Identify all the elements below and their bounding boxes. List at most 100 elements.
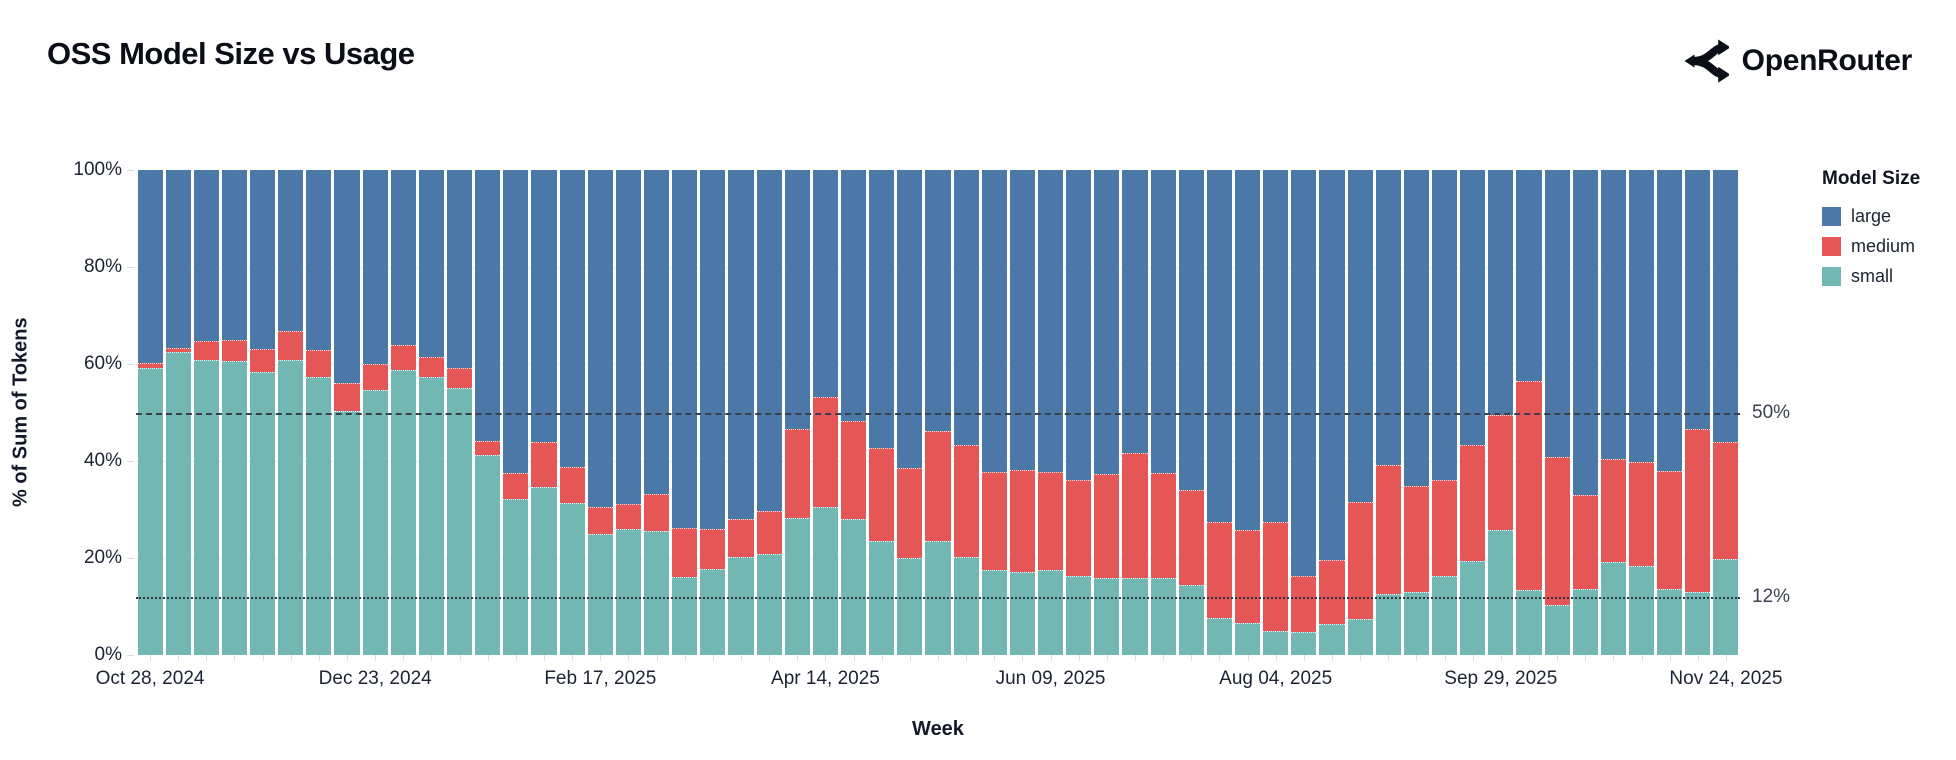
bar-segment-small[interactable]: [1234, 623, 1261, 655]
bar-week-2025-03-31[interactable]: [756, 170, 782, 655]
bar-week-2024-11-18[interactable]: [221, 170, 248, 655]
bar-segment-medium[interactable]: [165, 347, 191, 353]
bar-segment-small[interactable]: [1657, 588, 1683, 655]
bar-segment-large[interactable]: [1713, 170, 1739, 442]
bar-segment-small[interactable]: [1263, 631, 1289, 655]
bar-week-2025-08-25[interactable]: [1347, 170, 1373, 655]
bar-segment-small[interactable]: [390, 369, 416, 655]
bar-week-2025-10-06[interactable]: [1516, 170, 1542, 655]
bar-segment-medium[interactable]: [925, 430, 951, 541]
bar-segment-large[interactable]: [1206, 170, 1232, 523]
bar-segment-small[interactable]: [1572, 588, 1598, 655]
bar-week-2025-02-10[interactable]: [559, 170, 585, 655]
bar-segment-large[interactable]: [644, 170, 670, 494]
bar-segment-small[interactable]: [1347, 618, 1373, 655]
legend-item-medium[interactable]: medium: [1822, 236, 1952, 257]
bar-segment-large[interactable]: [897, 170, 923, 469]
bar-segment-small[interactable]: [1516, 590, 1542, 655]
bar-segment-medium[interactable]: [1685, 429, 1711, 593]
bar-segment-small[interactable]: [1600, 561, 1626, 655]
bar-segment-small[interactable]: [531, 487, 557, 655]
bar-segment-medium[interactable]: [193, 341, 219, 361]
bar-week-2025-07-21[interactable]: [1206, 170, 1232, 655]
bar-segment-small[interactable]: [1066, 576, 1092, 655]
bar-segment-small[interactable]: [475, 454, 501, 655]
bar-segment-medium[interactable]: [1122, 453, 1148, 578]
bar-segment-large[interactable]: [869, 170, 895, 449]
bar-segment-large[interactable]: [418, 170, 445, 358]
bar-segment-large[interactable]: [475, 170, 501, 442]
bar-segment-medium[interactable]: [1375, 464, 1401, 595]
bar-segment-medium[interactable]: [1319, 560, 1345, 625]
bar-segment-large[interactable]: [587, 170, 613, 508]
bar-segment-small[interactable]: [334, 411, 360, 655]
bar-segment-large[interactable]: [193, 170, 219, 342]
bar-segment-large[interactable]: [1516, 170, 1542, 381]
bar-segment-small[interactable]: [700, 568, 726, 655]
bar-segment-medium[interactable]: [1066, 479, 1092, 577]
bar-segment-small[interactable]: [137, 367, 163, 655]
bar-week-2025-10-20[interactable]: [1572, 170, 1598, 655]
bar-week-2025-01-06[interactable]: [418, 170, 445, 655]
bar-segment-large[interactable]: [503, 170, 529, 473]
bar-segment-small[interactable]: [953, 557, 979, 655]
bar-segment-large[interactable]: [1657, 170, 1683, 471]
bar-week-2025-05-19[interactable]: [953, 170, 979, 655]
bar-week-2025-01-13[interactable]: [447, 170, 473, 655]
bar-segment-small[interactable]: [1206, 617, 1232, 655]
bar-week-2025-06-23[interactable]: [1094, 170, 1120, 655]
bar-segment-medium[interactable]: [953, 445, 979, 558]
bar-segment-medium[interactable]: [1657, 470, 1683, 589]
bar-segment-large[interactable]: [559, 170, 585, 468]
bar-segment-small[interactable]: [756, 553, 782, 655]
bar-week-2025-04-21[interactable]: [841, 170, 867, 655]
bar-segment-medium[interactable]: [1572, 494, 1598, 589]
bar-week-2025-05-05[interactable]: [897, 170, 923, 655]
bar-segment-small[interactable]: [1544, 604, 1570, 655]
bar-segment-medium[interactable]: [137, 363, 163, 368]
bar-segment-large[interactable]: [1234, 170, 1261, 531]
bar-week-2025-04-28[interactable]: [869, 170, 895, 655]
legend-item-small[interactable]: small: [1822, 266, 1952, 287]
bar-segment-large[interactable]: [1628, 170, 1655, 462]
bar-segment-small[interactable]: [812, 506, 838, 655]
bar-segment-small[interactable]: [306, 377, 332, 655]
bar-segment-medium[interactable]: [1263, 522, 1289, 632]
bar-segment-large[interactable]: [334, 170, 360, 383]
bar-week-2025-03-24[interactable]: [728, 170, 754, 655]
bar-segment-small[interactable]: [559, 503, 585, 655]
bar-week-2024-11-04[interactable]: [165, 170, 191, 655]
bar-segment-large[interactable]: [953, 170, 979, 446]
bar-segment-small[interactable]: [1319, 624, 1345, 655]
bar-segment-small[interactable]: [784, 518, 810, 655]
bar-week-2024-12-30[interactable]: [390, 170, 416, 655]
bar-segment-medium[interactable]: [447, 368, 473, 389]
bar-segment-large[interactable]: [981, 170, 1007, 473]
bar-segment-small[interactable]: [250, 371, 276, 655]
bar-segment-large[interactable]: [615, 170, 641, 504]
bar-week-2024-12-23[interactable]: [362, 170, 388, 655]
bar-week-2025-05-26[interactable]: [981, 170, 1007, 655]
bar-segment-small[interactable]: [1431, 575, 1458, 655]
bar-week-2024-12-09[interactable]: [306, 170, 332, 655]
bar-segment-large[interactable]: [1263, 170, 1289, 523]
bar-segment-medium[interactable]: [784, 429, 810, 519]
bar-segment-medium[interactable]: [1488, 414, 1514, 531]
bar-week-2025-09-15[interactable]: [1431, 170, 1458, 655]
bar-week-2024-10-28[interactable]: [137, 170, 163, 655]
bar-segment-large[interactable]: [1150, 170, 1176, 474]
bar-segment-large[interactable]: [1037, 170, 1064, 472]
bar-segment-medium[interactable]: [1206, 522, 1232, 618]
bar-segment-large[interactable]: [1685, 170, 1711, 429]
bar-segment-small[interactable]: [1628, 565, 1655, 655]
bar-segment-large[interactable]: [165, 170, 191, 348]
bar-week-2025-08-11[interactable]: [1291, 170, 1317, 655]
bar-week-2025-10-13[interactable]: [1544, 170, 1570, 655]
bar-segment-large[interactable]: [390, 170, 416, 346]
bar-segment-small[interactable]: [644, 531, 670, 655]
bar-segment-medium[interactable]: [1234, 530, 1261, 624]
bar-segment-small[interactable]: [165, 352, 191, 655]
bar-week-2025-06-30[interactable]: [1122, 170, 1148, 655]
bar-segment-small[interactable]: [1094, 577, 1120, 655]
bar-segment-medium[interactable]: [981, 472, 1007, 571]
